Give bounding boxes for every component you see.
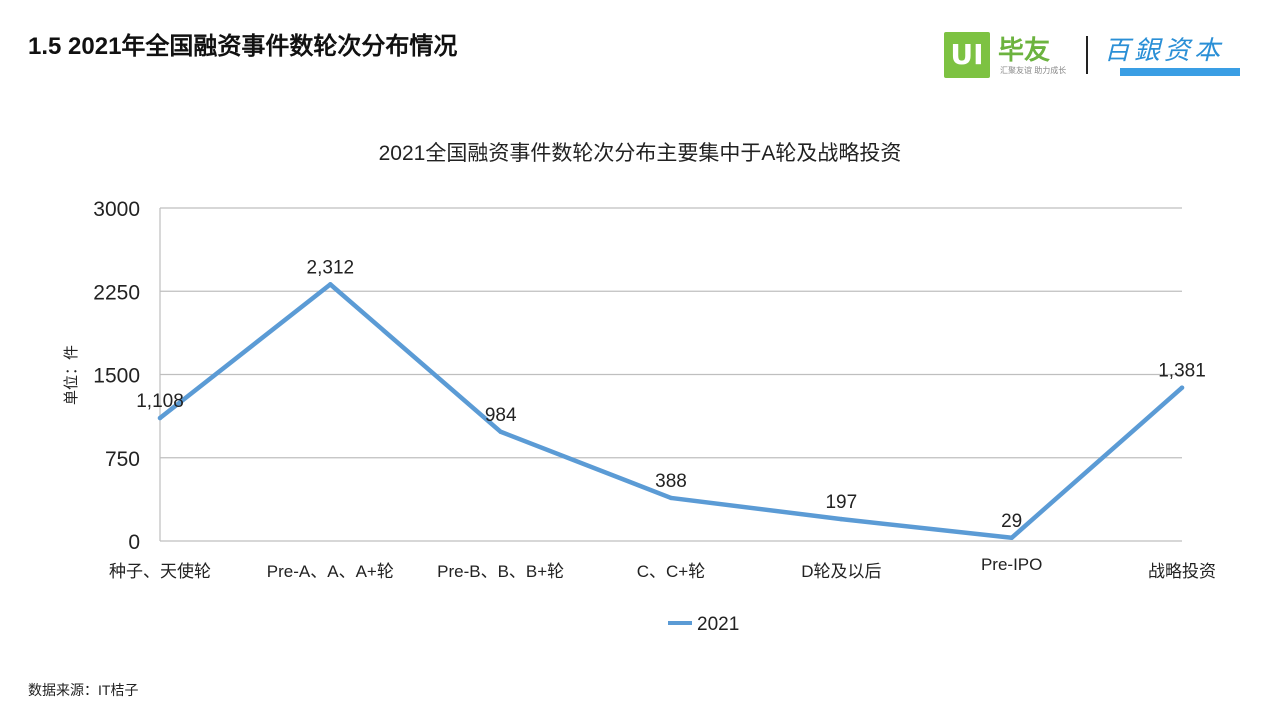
y-tick-label: 0 xyxy=(128,531,140,554)
y-tick-label: 750 xyxy=(105,448,140,471)
legend: 2021 xyxy=(668,614,739,635)
data-point xyxy=(328,282,333,287)
y-axis-label: 单位：件 xyxy=(63,345,80,405)
y-axis-ticks: 0 750 1500 2250 3000 xyxy=(93,198,140,554)
brand-logo-badge: UI xyxy=(944,32,990,78)
data-point xyxy=(839,516,844,522)
partner-logo-bar xyxy=(1120,68,1240,76)
x-axis-ticks: 种子、天使轮 Pre-A、A、A+轮 Pre-B、B、B+轮 C、C+轮 D轮及以后 Pr… xyxy=(109,555,1216,581)
data-label: 984 xyxy=(485,405,517,426)
data-point xyxy=(157,415,163,421)
x-tick-label: Pre-IPO xyxy=(981,555,1042,574)
data-label: 388 xyxy=(655,471,687,492)
brand-logo-slogan: 汇聚友谊 助力成长 xyxy=(1000,66,1067,75)
series-2021 xyxy=(157,282,1185,541)
data-label: 2,312 xyxy=(307,257,355,278)
x-tick-label: Pre-A、A、A+轮 xyxy=(267,562,394,581)
data-label: 29 xyxy=(1001,511,1022,532)
data-point xyxy=(498,429,503,434)
grid-lines xyxy=(159,207,1182,542)
data-labels: 1,108 2,312 984 388 197 29 1,381 xyxy=(136,257,1206,531)
x-tick-label: D轮及以后 xyxy=(801,562,881,581)
data-label: 1,108 xyxy=(136,391,184,412)
partner-logo-name: 百銀资本 xyxy=(1104,36,1225,66)
data-source: 数据来源：IT桔子 xyxy=(28,682,139,698)
slide-title: 1.5 2021年全国融资事件数轮次分布情况 xyxy=(28,33,458,60)
x-tick-label: 种子、天使轮 xyxy=(109,561,211,581)
logo-divider xyxy=(1086,36,1088,74)
data-point xyxy=(1179,385,1185,390)
y-tick-label: 1500 xyxy=(93,365,140,388)
y-tick-label: 3000 xyxy=(93,198,140,221)
data-label: 197 xyxy=(825,492,857,513)
logo-area: UI 毕友 汇聚友谊 助力成长 百銀资本 xyxy=(944,30,1254,80)
x-tick-label: Pre-B、B、B+轮 xyxy=(437,562,564,581)
brand-logo-name: 毕友 xyxy=(998,36,1051,66)
data-label: 1,381 xyxy=(1158,361,1206,382)
x-tick-label: 战略投资 xyxy=(1148,562,1216,581)
data-point xyxy=(1009,535,1014,540)
data-point xyxy=(668,495,674,501)
y-tick-label: 2250 xyxy=(93,281,140,304)
chart-title: 2021全国融资事件数轮次分布主要集中于A轮及战略投资 xyxy=(379,142,902,165)
legend-label: 2021 xyxy=(697,614,739,635)
x-tick-label: C、C+轮 xyxy=(637,562,705,581)
